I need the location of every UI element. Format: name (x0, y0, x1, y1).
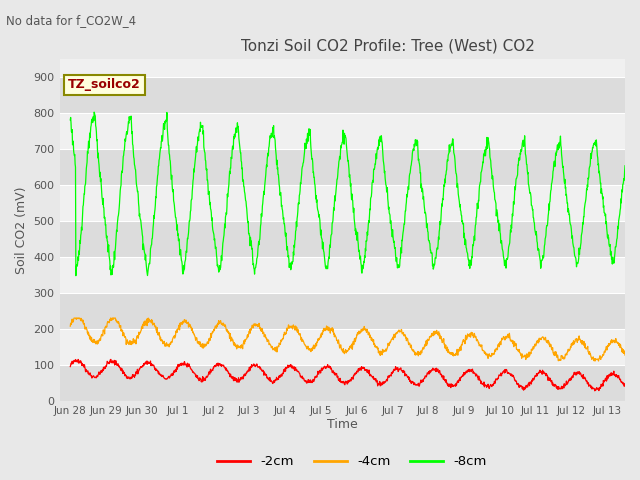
Bar (60, 221, 625, 257)
Bar (60, 293, 625, 329)
Bar (60, 365, 625, 401)
Text: TZ_soilco2: TZ_soilco2 (68, 78, 141, 91)
X-axis label: Time: Time (327, 419, 358, 432)
Bar (60, 149, 625, 185)
Legend: -2cm, -4cm, -8cm: -2cm, -4cm, -8cm (211, 450, 493, 473)
Y-axis label: Soil CO2 (mV): Soil CO2 (mV) (15, 186, 28, 274)
Title: Tonzi Soil CO2 Profile: Tree (West) CO2: Tonzi Soil CO2 Profile: Tree (West) CO2 (241, 39, 534, 54)
Text: No data for f_CO2W_4: No data for f_CO2W_4 (6, 14, 136, 27)
Bar (60, 77, 625, 113)
